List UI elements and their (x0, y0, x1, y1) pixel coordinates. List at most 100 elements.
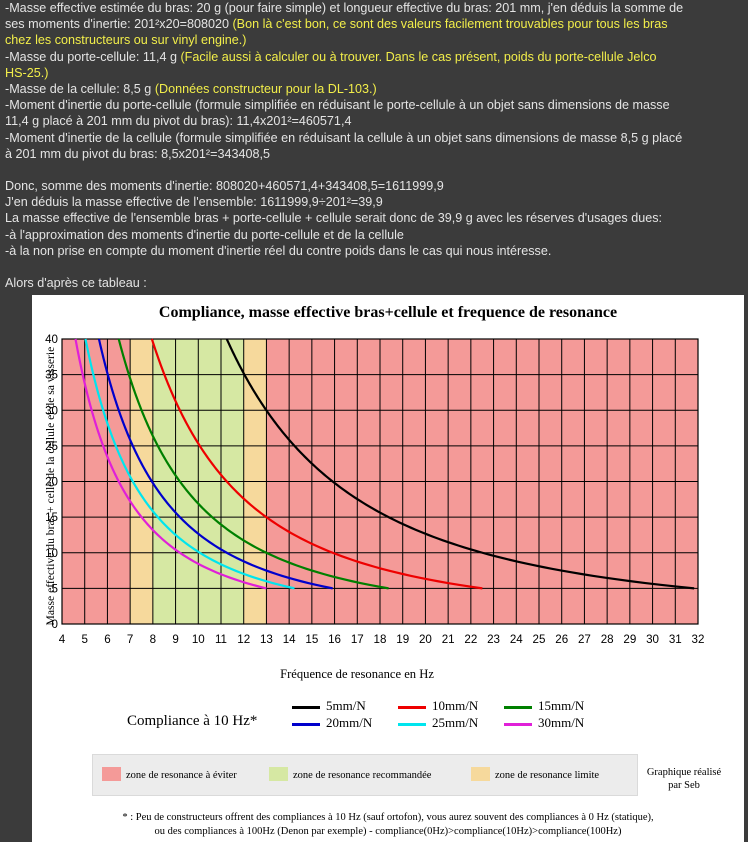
author-note-line-1: Graphique réalisé (646, 767, 722, 778)
forum-text-line: -Masse du porte-cellule: 11,4 g (Facile … (5, 49, 748, 65)
x-tick-label: 13 (260, 633, 273, 646)
text-segment: La masse effective de l'ensemble bras + … (5, 211, 663, 226)
y-tick-label: 40 (45, 333, 58, 346)
x-tick-label: 7 (127, 633, 133, 646)
y-tick-label: 25 (45, 440, 58, 453)
footnote: * : Peu de constructeurs offrent des com… (32, 811, 744, 839)
zone-swatch (269, 767, 288, 781)
x-tick-label: 5 (81, 633, 87, 646)
forum-post-text: -Masse effective estimée du bras: 20 g (… (5, 0, 748, 291)
x-tick-label: 19 (396, 633, 409, 646)
zone-label: zone de resonance recommandée (293, 770, 432, 781)
forum-text-line: Donc, somme des moments d'inertie: 80802… (5, 178, 748, 194)
x-tick-label: 17 (351, 633, 364, 646)
x-tick-label: 23 (487, 633, 500, 646)
x-tick-label: 11 (215, 633, 227, 646)
series-line-30mmn (74, 338, 267, 590)
text-segment: à 201 mm du pivot du bras: 8,5x201²=3434… (5, 146, 270, 161)
x-tick-label: 27 (578, 633, 591, 646)
y-tick-label: 5 (52, 582, 58, 595)
text-segment: Donc, somme des moments d'inertie: 80802… (5, 179, 444, 194)
plot-frame (61, 338, 699, 625)
y-axis-label: Masse effective du bras + celle de la ce… (43, 346, 57, 626)
forum-text-line: -à l'approximation des moments d'inertie… (5, 227, 748, 243)
x-tick-label: 29 (623, 633, 636, 646)
text-segment: -Moment d'inertie du porte-cellule (form… (5, 98, 670, 113)
y-tick-label: 15 (45, 511, 58, 524)
text-segment: ses moments d'inertie: 201²x20=808020 (5, 17, 233, 32)
zone-legend: zone de resonance à éviter zone de resona… (92, 754, 638, 796)
resonance-chart-figure: 4 5 6 7 8 9 10 11 12 13 14 15 16 17 18 19 20 21 22 23 24 25 26… (32, 295, 744, 842)
x-tick-label: 14 (283, 633, 296, 646)
x-tick-label: 28 (601, 633, 614, 646)
legend-swatch (398, 723, 426, 726)
x-tick-label: 6 (104, 633, 110, 646)
text-segment: -à la non prise en compte du moment d'in… (5, 243, 552, 258)
x-tick-label: 9 (172, 633, 178, 646)
series-line-20mmn (97, 338, 333, 590)
forum-text-line: ses moments d'inertie: 201²x20=808020 (B… (5, 16, 748, 32)
x-tick-label: 18 (374, 633, 387, 646)
zone-swatch (471, 767, 490, 781)
zone-label: zone de resonance à éviter (126, 770, 237, 781)
series-line-25mmn (84, 338, 295, 590)
footnote-line-1: * : Peu de constructeurs offrent des com… (122, 812, 654, 823)
legend-label: 25mm/N (432, 715, 479, 730)
text-segment: -Masse du porte-cellule: 11,4 g (5, 49, 181, 64)
forum-text-line: -Moment d'inertie de la cellule (formule… (5, 130, 748, 146)
chart-svg: 4 5 6 7 8 9 10 11 12 13 14 15 16 17 18 19 20 21 22 23 24 25 26… (45, 333, 705, 646)
forum-text-line: -à la non prise en compte du moment d'in… (5, 243, 748, 259)
legend-title: Compliance à 10 Hz* (127, 713, 258, 729)
text-segment: -Moment d'inertie de la cellule (formule… (5, 130, 683, 145)
x-tick-label: 8 (150, 633, 156, 646)
x-tick-label: 16 (328, 633, 341, 646)
text-segment: -à l'approximation des moments d'inertie… (5, 227, 404, 242)
x-tick-label: 31 (669, 633, 682, 646)
highlighted-text: (Données constructeur pour la DL-103.) (154, 81, 377, 96)
x-tick-label: 12 (237, 633, 250, 646)
y-tick-label: 30 (45, 404, 58, 417)
x-tick-label: 20 (419, 633, 432, 646)
highlighted-text: (Bon là c'est bon, ce sont des valeurs f… (232, 17, 668, 32)
x-tick-label: 30 (646, 633, 659, 646)
footnote-line-2: ou des compliances à 100Hz (Denon par ex… (154, 826, 622, 837)
x-tick-label: 24 (510, 633, 523, 646)
forum-text-line: à 201 mm du pivot du bras: 8,5x201²=3434… (5, 146, 748, 162)
x-tick-label: 21 (442, 633, 455, 646)
x-tick-label: 22 (464, 633, 477, 646)
legend-swatch (504, 706, 532, 709)
legend-label: 20mm/N (326, 715, 373, 730)
y-tick-label: 0 (52, 618, 58, 631)
legend-label: 30mm/N (538, 715, 585, 730)
text-segment: J'en déduis la masse effective de l'ense… (5, 195, 383, 210)
forum-text-line: -Masse de la cellule: 8,5 g (Données con… (5, 81, 748, 97)
x-tick-label: 15 (305, 633, 318, 646)
legend-swatch (292, 723, 320, 726)
legend-label: 15mm/N (538, 698, 585, 713)
y-tick-label: 35 (45, 369, 58, 382)
text-segment: -Masse de la cellule: 8,5 g (5, 81, 155, 96)
forum-text-line: Alors d'après ce tableau : (5, 275, 748, 291)
forum-text-line: chez les constructeurs ou sur vinyl engi… (5, 32, 748, 48)
legend-swatch (398, 706, 426, 709)
legend-swatch (292, 706, 320, 709)
series-line-5mmn (225, 338, 695, 590)
text-segment: 11,4 g placé à 201 mm du pivot du bras):… (5, 114, 352, 129)
forum-text-line: -Moment d'inertie du porte-cellule (form… (5, 97, 748, 113)
highlighted-text: (Facile aussi à calculer ou à trouver. D… (180, 49, 657, 64)
x-tick-label: 25 (533, 633, 546, 646)
forum-text-line (5, 259, 748, 275)
series-line-10mmn (150, 338, 483, 590)
forum-text-line (5, 162, 748, 178)
x-tick-label: 26 (555, 633, 568, 646)
x-tick-label: 32 (692, 633, 705, 646)
highlighted-text: chez les constructeurs ou sur vinyl engi… (5, 33, 247, 48)
author-note: Graphique réalisé par Seb (644, 766, 724, 792)
text-segment: -Masse effective estimée du bras: 20 g (… (5, 1, 684, 15)
x-axis-label: Fréquence de resonance en Hz (280, 667, 434, 681)
forum-text-line: 11,4 g placé à 201 mm du pivot du bras):… (5, 113, 748, 129)
chart-title: Compliance, masse effective bras+cellule… (158, 304, 618, 321)
x-tick-label: 10 (192, 633, 205, 646)
y-tick-label: 10 (45, 547, 58, 560)
y-tick-label: 20 (45, 476, 58, 489)
